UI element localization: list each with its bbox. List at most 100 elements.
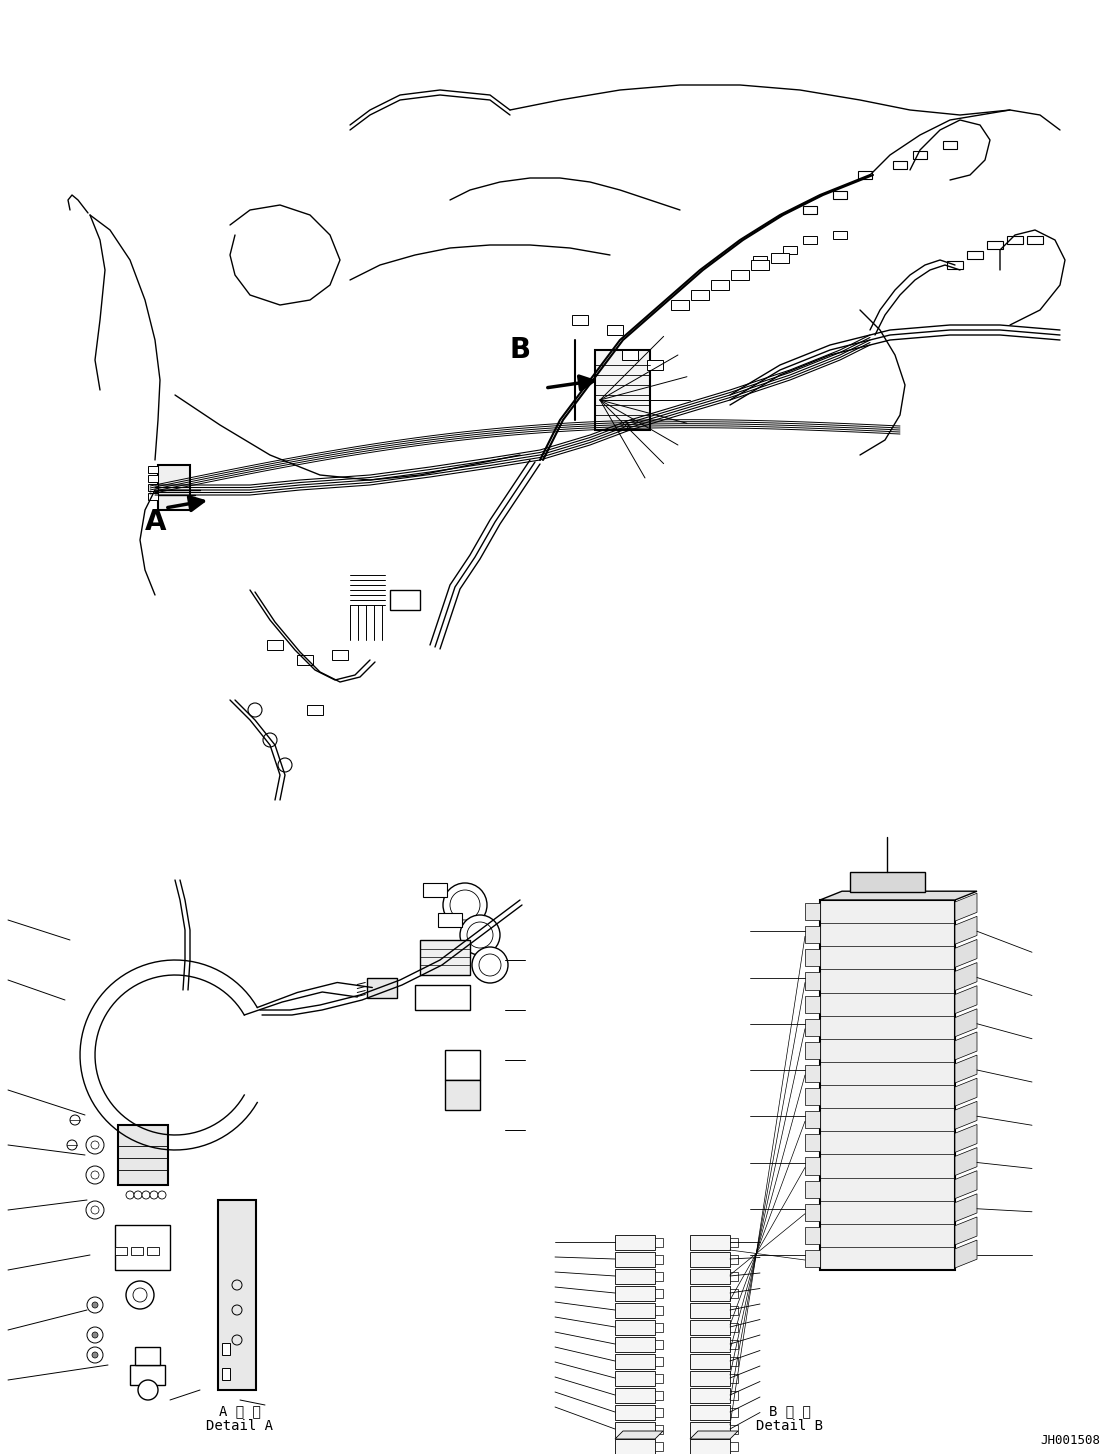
Circle shape	[90, 1141, 99, 1149]
Circle shape	[472, 947, 508, 983]
Polygon shape	[805, 1157, 820, 1175]
Bar	[690, 1320, 731, 1335]
Bar	[655, 1391, 663, 1400]
Bar	[731, 1407, 738, 1418]
Bar	[690, 1303, 731, 1317]
Bar	[655, 1425, 663, 1434]
Polygon shape	[955, 1056, 977, 1083]
Bar	[690, 1422, 731, 1437]
Bar	[615, 1320, 655, 1335]
Bar	[147, 484, 157, 491]
Circle shape	[133, 1288, 147, 1301]
Bar	[783, 246, 798, 254]
Bar	[118, 1125, 168, 1185]
Polygon shape	[955, 916, 977, 944]
Bar	[135, 1346, 160, 1365]
Polygon shape	[805, 1227, 820, 1243]
Bar	[753, 256, 767, 265]
Circle shape	[150, 1191, 157, 1200]
Bar	[147, 475, 157, 481]
Bar	[655, 1341, 663, 1349]
Polygon shape	[955, 986, 977, 1013]
Bar	[690, 1371, 731, 1386]
Bar	[771, 253, 789, 263]
Bar	[690, 1338, 731, 1352]
Polygon shape	[805, 1250, 820, 1266]
Bar	[615, 1285, 655, 1301]
Bar	[858, 172, 872, 179]
Polygon shape	[805, 1088, 820, 1105]
Circle shape	[134, 1191, 142, 1200]
Bar	[655, 1442, 663, 1451]
Polygon shape	[805, 1019, 820, 1035]
Bar	[615, 1405, 655, 1421]
Bar	[690, 1234, 731, 1250]
Bar	[615, 1303, 655, 1317]
Bar	[655, 1407, 663, 1418]
Polygon shape	[805, 973, 820, 990]
Bar	[307, 705, 323, 715]
Bar	[690, 1269, 731, 1284]
Bar	[913, 151, 927, 158]
Circle shape	[157, 1191, 166, 1200]
Bar	[297, 654, 313, 664]
Bar	[615, 1439, 655, 1454]
Bar	[622, 350, 638, 361]
Polygon shape	[690, 1431, 738, 1439]
Bar	[615, 1338, 655, 1352]
Circle shape	[142, 1191, 150, 1200]
Text: B: B	[510, 336, 531, 364]
Bar	[420, 939, 470, 976]
Text: A 詳 細: A 詳 細	[219, 1405, 261, 1418]
Polygon shape	[955, 1079, 977, 1106]
Bar	[147, 465, 157, 473]
Text: Detail A: Detail A	[207, 1419, 274, 1434]
Bar	[367, 977, 398, 997]
Bar	[833, 231, 847, 238]
Bar	[615, 1252, 655, 1266]
Polygon shape	[955, 939, 977, 967]
Bar	[731, 1341, 738, 1349]
Bar	[731, 1272, 738, 1281]
Polygon shape	[805, 1204, 820, 1221]
Bar	[438, 913, 462, 928]
Bar	[423, 883, 447, 897]
Polygon shape	[820, 891, 977, 900]
Bar	[655, 1290, 663, 1298]
Circle shape	[92, 1352, 98, 1358]
Bar	[731, 1290, 738, 1298]
Bar	[712, 281, 729, 289]
Bar	[655, 1272, 663, 1281]
Bar	[572, 316, 588, 326]
Polygon shape	[955, 1240, 977, 1268]
Bar	[803, 206, 817, 214]
Bar	[655, 1374, 663, 1383]
Bar	[943, 141, 957, 148]
Bar	[671, 300, 689, 310]
Polygon shape	[805, 903, 820, 920]
Polygon shape	[805, 996, 820, 1012]
Bar	[267, 640, 283, 650]
Bar	[157, 465, 190, 510]
Bar	[131, 1248, 143, 1255]
Bar	[115, 1248, 127, 1255]
Bar	[690, 1354, 731, 1370]
Bar	[751, 260, 768, 270]
Polygon shape	[805, 1041, 820, 1059]
Bar	[655, 1237, 663, 1248]
Bar	[833, 190, 847, 199]
Circle shape	[139, 1380, 157, 1400]
Bar	[731, 1357, 738, 1365]
Text: B 詳 細: B 詳 細	[770, 1405, 811, 1418]
Bar	[690, 1439, 731, 1454]
Bar	[615, 1234, 655, 1250]
Bar	[655, 1255, 663, 1264]
Bar	[690, 1252, 731, 1266]
Polygon shape	[955, 893, 977, 922]
Circle shape	[262, 733, 277, 747]
Bar	[615, 1269, 655, 1284]
Bar	[731, 1442, 738, 1451]
Text: JH001508: JH001508	[1040, 1434, 1100, 1447]
Circle shape	[479, 954, 502, 976]
Bar	[731, 1391, 738, 1400]
